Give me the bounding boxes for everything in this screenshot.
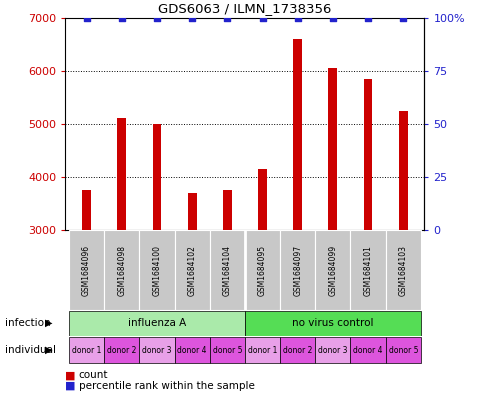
Bar	[398, 110, 407, 230]
Bar	[315, 230, 350, 310]
Bar	[293, 39, 302, 230]
Bar	[174, 230, 209, 310]
Bar	[104, 230, 139, 310]
Bar	[82, 190, 91, 230]
Bar	[385, 337, 420, 363]
Text: GSM1684097: GSM1684097	[293, 244, 302, 296]
Text: count: count	[78, 370, 108, 380]
Point	[398, 15, 406, 21]
Text: donor 3: donor 3	[318, 346, 347, 354]
Point	[223, 15, 231, 21]
Text: no virus control: no virus control	[291, 318, 373, 328]
Text: donor 3: donor 3	[142, 346, 171, 354]
Text: donor 1: donor 1	[72, 346, 101, 354]
Bar	[187, 193, 196, 230]
Bar	[223, 190, 231, 230]
Text: donor 4: donor 4	[177, 346, 207, 354]
Bar	[363, 79, 372, 230]
Bar	[209, 230, 244, 310]
Text: infection: infection	[5, 318, 50, 328]
Text: percentile rank within the sample: percentile rank within the sample	[78, 381, 254, 391]
Bar	[152, 124, 161, 230]
Text: ■: ■	[65, 381, 76, 391]
Text: donor 4: donor 4	[353, 346, 382, 354]
Bar	[117, 118, 126, 230]
Bar	[69, 230, 104, 310]
Bar	[244, 230, 280, 310]
Text: donor 1: donor 1	[247, 346, 277, 354]
Bar	[385, 230, 420, 310]
Text: GSM1684101: GSM1684101	[363, 245, 372, 296]
Bar	[280, 230, 315, 310]
Bar	[244, 337, 280, 363]
Title: GDS6063 / ILMN_1738356: GDS6063 / ILMN_1738356	[158, 2, 331, 15]
Bar	[174, 337, 209, 363]
Text: donor 5: donor 5	[212, 346, 242, 354]
Point	[188, 15, 196, 21]
Text: donor 2: donor 2	[107, 346, 136, 354]
Text: individual: individual	[5, 345, 56, 355]
Text: donor 2: donor 2	[283, 346, 312, 354]
Bar	[350, 337, 385, 363]
Text: ▶: ▶	[45, 345, 52, 355]
Point	[118, 15, 125, 21]
Bar	[104, 337, 139, 363]
Bar	[139, 230, 174, 310]
Text: ■: ■	[65, 370, 76, 380]
Bar	[139, 337, 174, 363]
Bar	[280, 337, 315, 363]
Point	[153, 15, 161, 21]
Point	[293, 15, 301, 21]
Bar	[328, 68, 336, 230]
Text: GSM1684098: GSM1684098	[117, 245, 126, 296]
Bar	[209, 337, 244, 363]
Point	[363, 15, 371, 21]
Text: GSM1684102: GSM1684102	[187, 245, 196, 296]
Text: GSM1684095: GSM1684095	[257, 244, 267, 296]
Point	[328, 15, 336, 21]
Text: influenza A: influenza A	[128, 318, 186, 328]
Text: ▶: ▶	[45, 318, 52, 328]
Text: GSM1684096: GSM1684096	[82, 244, 91, 296]
Bar	[350, 230, 385, 310]
Point	[83, 15, 91, 21]
Text: GSM1684100: GSM1684100	[152, 245, 161, 296]
Text: donor 5: donor 5	[388, 346, 417, 354]
Text: GSM1684099: GSM1684099	[328, 244, 337, 296]
Bar	[257, 169, 266, 230]
Bar	[69, 337, 104, 363]
Text: GSM1684104: GSM1684104	[222, 245, 231, 296]
Bar	[69, 311, 244, 336]
Text: GSM1684103: GSM1684103	[398, 245, 407, 296]
Bar	[244, 311, 420, 336]
Point	[258, 15, 266, 21]
Bar	[315, 337, 350, 363]
